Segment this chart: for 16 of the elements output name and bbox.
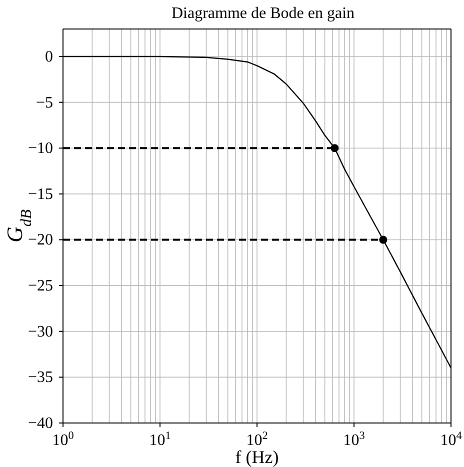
y-tick-label: −25 [28,278,53,295]
x-tick-label: 10$^{1}$ [149,430,171,449]
y-tick-label: −20 [28,232,53,249]
y-tick-label: −35 [28,369,53,386]
x-axis-title: f (Hz) [235,447,279,467]
chart-title: Diagramme de Bode en gain [171,5,355,22]
y-tick-label: −5 [36,94,53,112]
x-tick-label: 10$^{0}$ [52,430,74,449]
y-tick-label: 0 [45,48,53,66]
x-tick-label: 10$^{3}$ [343,430,366,449]
x-tick-label: 10$^{2}$ [246,430,268,449]
y-tick-label: −30 [28,323,53,340]
y-tick-label: −40 [28,415,53,432]
y-tick-label: −15 [28,186,53,203]
x-tick-label: 10$^{4}$ [440,430,462,449]
y-tick-label: −10 [28,140,53,158]
